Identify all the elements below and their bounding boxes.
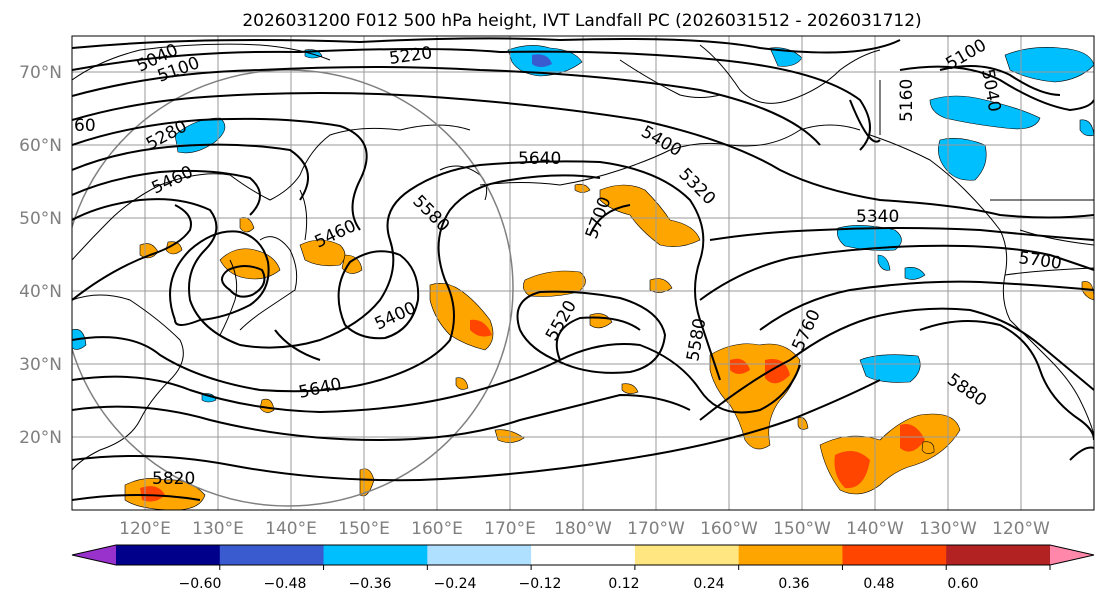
radius-circle	[72, 69, 514, 507]
colorbar: −0.60 −0.48 −0.36 −0.24 −0.12 0.12 0.24 …	[71, 544, 1095, 592]
colorbar-swatch	[116, 545, 221, 565]
contour-label: 5820	[152, 469, 195, 489]
colorbar-tick-label: 0.12	[608, 576, 639, 592]
map-frame	[71, 35, 1095, 511]
figure-title: 2026031200 F012 500 hPa height, IVT Land…	[242, 11, 921, 31]
contour-label: 5340	[856, 207, 899, 227]
contour-label: 5160	[897, 79, 917, 122]
colorbar-outline	[71, 544, 1095, 566]
colorbar-swatches	[71, 544, 1095, 570]
lon-label: 150°W	[773, 519, 831, 539]
lat-label: 50°N	[19, 209, 62, 229]
lon-label: 140°W	[846, 519, 904, 539]
colorbar-tick-label: −0.24	[434, 576, 477, 592]
height-contours	[72, 37, 1094, 501]
lon-label: 170°E	[484, 519, 536, 539]
colorbar-tick-label: 0.24	[693, 576, 724, 592]
colorbar-tick-label: 0.48	[863, 576, 894, 592]
lon-label: 180°W	[554, 519, 612, 539]
latitude-labels: 20°N 30°N 40°N 50°N 60°N 70°N	[19, 63, 62, 448]
colorbar-swatch	[842, 545, 947, 565]
lon-label: 160°W	[700, 519, 758, 539]
lon-label: 150°E	[338, 519, 390, 539]
colorbar-swatch	[738, 545, 843, 565]
lon-label: 120°W	[992, 519, 1050, 539]
colorbar-tick-label: −0.36	[349, 576, 392, 592]
colorbar-extend-low	[72, 545, 116, 565]
lat-label: 30°N	[19, 355, 62, 375]
contour-label: 5640	[518, 149, 561, 169]
colorbar-extend-high	[1050, 545, 1094, 565]
lon-label: 120°E	[119, 519, 171, 539]
lat-label: 40°N	[19, 282, 62, 302]
lon-label: 160°E	[411, 519, 463, 539]
lat-label: 20°N	[19, 428, 62, 448]
colorbar-swatch	[427, 545, 532, 565]
colorbar-swatch	[634, 545, 740, 565]
lat-label: 70°N	[19, 63, 62, 83]
lon-label: 130°E	[192, 519, 244, 539]
colorbar-ticks: −0.60 −0.48 −0.36 −0.24 −0.12 0.12 0.24 …	[179, 576, 979, 592]
colorbar-tick-label: −0.48	[264, 576, 307, 592]
colorbar-swatch	[946, 545, 1051, 565]
gridlines	[72, 36, 1094, 510]
colorbar-swatch	[531, 545, 636, 565]
colorbar-tick-label: 0.36	[778, 576, 809, 592]
contour-label: 60	[74, 116, 96, 136]
longitude-labels: 120°E 130°E 140°E 150°E 160°E 170°E 180°…	[119, 519, 1050, 539]
lon-label: 170°W	[627, 519, 685, 539]
colorbar-swatch	[323, 545, 428, 565]
lon-label: 130°W	[919, 519, 977, 539]
lat-label: 60°N	[19, 136, 62, 156]
map-panel: 5040 5100 5220 60 5280 5460 5640 5400 53…	[71, 35, 1095, 511]
coastlines	[72, 43, 1094, 471]
colorbar-swatch	[219, 545, 325, 565]
colorbar-tick-label: −0.12	[519, 576, 562, 592]
lon-label: 140°E	[265, 519, 317, 539]
colorbar-tick-label: 0.60	[947, 576, 978, 592]
colorbar-tick-label: −0.60	[179, 576, 222, 592]
